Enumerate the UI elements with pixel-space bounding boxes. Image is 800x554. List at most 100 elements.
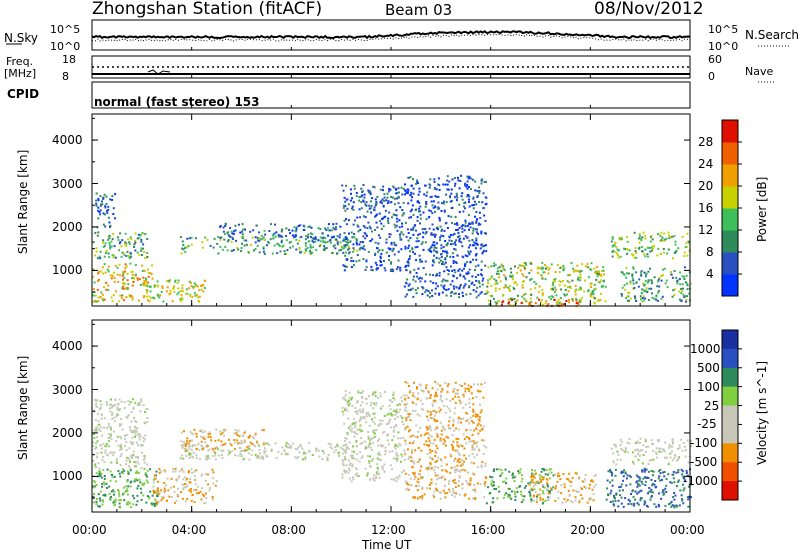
power-cb-label-6: 28	[698, 135, 714, 149]
power-region-0	[95, 192, 117, 229]
power-colorbar-seg-7	[722, 120, 738, 143]
xtick-label-0: 00:00	[72, 523, 107, 537]
power-region-5	[219, 222, 342, 242]
power-colorbar-seg-1	[722, 252, 738, 275]
xtick-label-6: 00:00	[670, 523, 705, 537]
power-colorbar-seg-0	[722, 274, 738, 297]
ytick-label-velocity-0: 1000	[52, 469, 83, 484]
noise-tick-right-bottom: 10^0	[708, 40, 739, 53]
ylabel-power: Slant Range [km]	[16, 149, 30, 254]
power-colorbar-seg-4	[722, 186, 738, 209]
power-colorbar-label: Power [dB]	[755, 176, 769, 242]
ytick-label-power-0: 1000	[52, 263, 83, 278]
velocity-cb-label-7: -1000	[683, 474, 718, 489]
ytick-label-power-1: 2000	[52, 219, 83, 234]
power-cb-label-5: 24	[698, 157, 714, 171]
panel-decorations	[6, 19, 790, 109]
velocity-cb-label-1: 500	[697, 360, 720, 375]
ytick-label-velocity-2: 3000	[52, 382, 83, 397]
power-region-3	[142, 279, 206, 303]
velocity-colorbar-seg-4	[722, 405, 738, 425]
ylabel-velocity: Slant Range [km]	[16, 355, 30, 460]
velocity-region-5	[341, 390, 406, 483]
nave-label: Nave	[745, 65, 774, 78]
xtick-label-3: 12:00	[371, 523, 406, 537]
power-region-11	[403, 174, 488, 299]
freq-unit-label: [MHz]	[4, 67, 37, 80]
nsearch-trace	[91, 33, 691, 42]
panel-frame-power	[91, 113, 691, 307]
ytick-label-velocity-3: 4000	[52, 339, 83, 354]
velocity-cb-label-3: 25	[704, 398, 720, 413]
power-region-9	[610, 231, 691, 260]
velocity-colorbar-frame	[721, 329, 739, 501]
velocity-region-9	[605, 467, 692, 509]
cpid-value: normal (fast stereo) 153	[94, 95, 260, 109]
beam-label: Beam 03	[385, 1, 453, 19]
velocity-cb-label-4: -25	[697, 417, 717, 432]
ytick-label-power-3: 4000	[52, 133, 83, 148]
nave-tick-top: 60	[708, 53, 722, 66]
velocity-cb-label-0: 1000	[690, 341, 721, 356]
station-title: Zhongshan Station (fitACF)	[92, 0, 323, 19]
power-colorbar-seg-2	[722, 230, 738, 253]
velocity-region-3	[179, 441, 358, 461]
nsky-label: N.Sky	[4, 31, 39, 45]
velocity-cb-label-2: 100	[697, 379, 720, 394]
velocity-colorbar-seg-7	[722, 462, 738, 482]
velocity-region-10	[403, 380, 488, 501]
freq-label: Freq.	[6, 55, 34, 68]
velocity-colorbar-label: Velocity [m s^-1]	[755, 360, 769, 465]
nsky-trace	[91, 30, 691, 40]
ytick-label-power-2: 3000	[52, 176, 83, 191]
velocity-region-4	[180, 428, 267, 453]
xtick-label-1: 04:00	[171, 523, 207, 537]
velocity-region-0	[92, 398, 149, 470]
power-colorbar-seg-3	[722, 208, 738, 231]
velocity-colorbar-seg-1	[722, 348, 738, 369]
colorbars	[721, 119, 742, 501]
power-region-1	[92, 231, 149, 260]
velocity-region-7	[528, 472, 598, 504]
freq-tick-bottom: 8	[62, 70, 69, 83]
velocity-colorbar-seg-0	[722, 330, 738, 350]
power-region-2	[92, 262, 154, 303]
panel-frame-velocity	[91, 319, 691, 513]
power-cb-label-4: 20	[698, 179, 714, 193]
noise-tick-right-top: 10^5	[708, 23, 739, 36]
axes	[91, 47, 691, 513]
velocity-region-2	[152, 467, 218, 505]
xtick-label-5: 20:00	[570, 523, 605, 537]
noise-tick-left-bottom: 10^0	[50, 40, 81, 53]
cpid-panel-frame	[91, 81, 691, 109]
ytick-label-velocity-1: 2000	[52, 425, 83, 440]
power-region-4	[179, 235, 358, 255]
xlabel-time: Time UT	[362, 538, 412, 552]
nave-tick-bottom: 0	[708, 70, 715, 83]
nsearch-label: N.Search	[745, 28, 800, 42]
power-heatmap	[92, 174, 692, 308]
power-region-6	[341, 184, 405, 273]
velocity-cb-label-6: -500	[690, 455, 718, 470]
date-label: 08/Nov/2012	[594, 0, 704, 19]
nave-dip	[147, 69, 171, 75]
power-cb-label-0: 4	[706, 267, 714, 281]
xtick-label-4: 16:00	[470, 523, 506, 537]
velocity-colorbar-seg-5	[722, 424, 738, 444]
noise-tick-left-top: 10^5	[50, 23, 81, 36]
velocity-colorbar-seg-2	[722, 367, 738, 388]
power-colorbar-seg-5	[722, 164, 738, 187]
velocity-cb-label-5: -100	[690, 436, 718, 451]
power-colorbar-seg-6	[722, 142, 738, 165]
velocity-region-8	[610, 437, 692, 466]
power-cb-label-2: 12	[698, 223, 714, 237]
velocity-colorbar-seg-8	[722, 481, 738, 501]
power-region-10	[620, 266, 692, 303]
velocity-colorbar-seg-6	[722, 443, 738, 463]
power-region-7	[485, 261, 607, 308]
power-cb-label-1: 8	[706, 245, 714, 259]
freq-tick-top: 18	[62, 53, 76, 66]
xtick-label-2: 08:00	[271, 523, 306, 537]
